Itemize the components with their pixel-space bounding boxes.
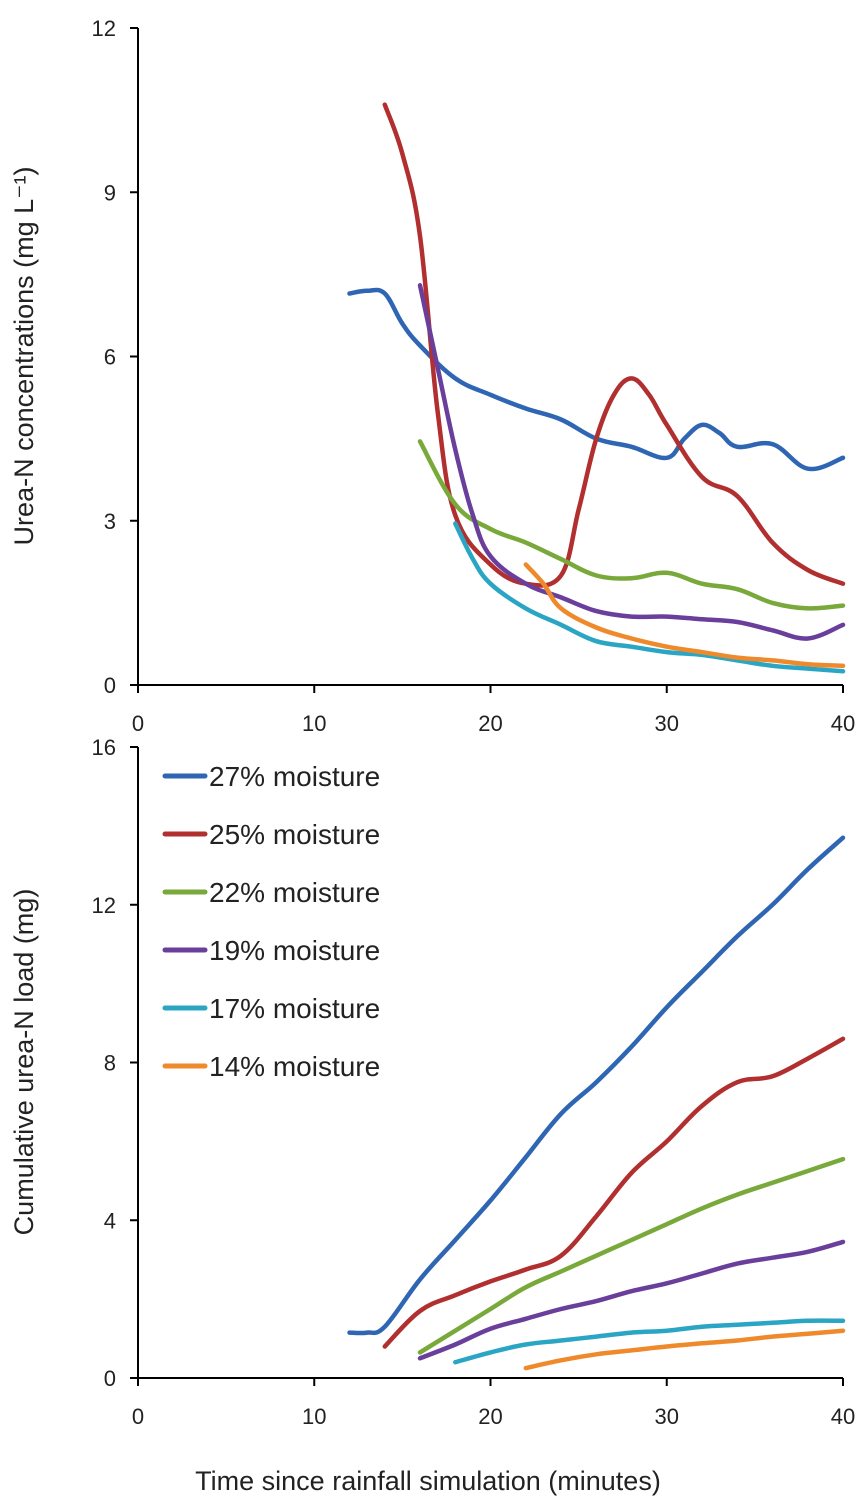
bottom-y-tick-label: 16 bbox=[92, 735, 116, 760]
bottom-series-line-1 bbox=[382, 1036, 846, 1349]
top-x-tick-label: 30 bbox=[655, 711, 679, 736]
bottom-series-line-5 bbox=[523, 1328, 846, 1371]
bottom-series-line-0 bbox=[347, 835, 846, 1336]
top-y-tick-label: 3 bbox=[104, 509, 116, 534]
top-y-tick-label: 12 bbox=[92, 16, 116, 41]
bottom-x-tick-label: 40 bbox=[831, 1404, 855, 1429]
bottom-series-line-3 bbox=[417, 1239, 846, 1361]
legend: 27% moisture 25% moisture 22% moisture 19% … bbox=[162, 761, 380, 1082]
top-y-tick-label: 6 bbox=[104, 345, 116, 370]
concentration-chart: 0 3 6 9 12 0 10 20 30 40 Urea-N concentrations (mg… bbox=[9, 16, 855, 736]
top-series-line-1 bbox=[382, 102, 846, 588]
legend-label-4: 17% moisture bbox=[209, 993, 380, 1024]
legend-label-5: 14% moisture bbox=[209, 1051, 380, 1082]
top-series-line-5 bbox=[523, 562, 846, 669]
top-x-tick-label: 10 bbox=[302, 711, 326, 736]
top-y-tick-label: 9 bbox=[104, 180, 116, 205]
bottom-x-axis-label: Time since rainfall simulation (minutes) bbox=[195, 1466, 661, 1496]
top-series-line-4 bbox=[453, 521, 846, 674]
bottom-series-line-4 bbox=[453, 1318, 846, 1365]
bottom-y-tick-label: 8 bbox=[104, 1051, 116, 1076]
legend-label-0: 27% moisture bbox=[209, 761, 380, 792]
top-series-line-2 bbox=[417, 439, 846, 611]
top-x-tick-label: 0 bbox=[132, 711, 144, 736]
bottom-x-tick-label: 20 bbox=[478, 1404, 502, 1429]
bottom-y-tick-label: 4 bbox=[104, 1208, 116, 1233]
bottom-series-line-2 bbox=[417, 1156, 846, 1355]
bottom-x-tick-label: 0 bbox=[132, 1404, 144, 1429]
top-y-tick-label: 0 bbox=[104, 673, 116, 698]
legend-label-1: 25% moisture bbox=[209, 819, 380, 850]
legend-label-3: 19% moisture bbox=[209, 935, 380, 966]
bottom-y-tick-label: 12 bbox=[92, 893, 116, 918]
bottom-x-tick-label: 10 bbox=[302, 1404, 326, 1429]
top-y-axis-label: Urea-N concentrations (mg L⁻¹) bbox=[9, 167, 39, 546]
top-x-tick-label: 40 bbox=[831, 711, 855, 736]
cumulative-load-chart: 0 4 8 12 16 0 10 20 30 40 Cumulative urea-N load (… bbox=[9, 735, 855, 1496]
bottom-y-tick-label: 0 bbox=[104, 1366, 116, 1391]
bottom-y-axis-label: Cumulative urea-N load (mg) bbox=[9, 889, 39, 1236]
top-x-tick-label: 20 bbox=[478, 711, 502, 736]
bottom-x-tick-label: 30 bbox=[655, 1404, 679, 1429]
legend-label-2: 22% moisture bbox=[209, 877, 380, 908]
top-series-line-3 bbox=[417, 283, 846, 641]
